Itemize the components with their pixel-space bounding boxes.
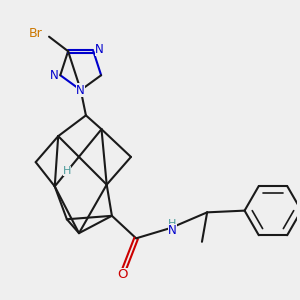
Text: Br: Br [29, 27, 43, 40]
Text: H: H [168, 219, 177, 229]
Text: N: N [95, 43, 104, 56]
Text: N: N [50, 69, 58, 82]
Text: N: N [76, 84, 85, 97]
Text: O: O [117, 268, 128, 281]
Text: N: N [168, 224, 177, 237]
Text: H: H [63, 166, 71, 176]
